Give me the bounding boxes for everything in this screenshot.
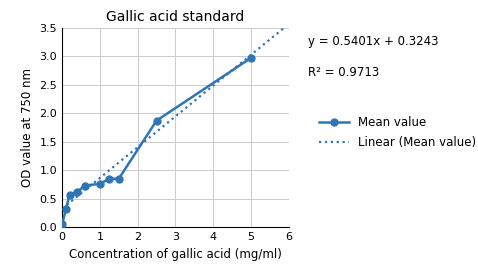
Title: Gallic acid standard: Gallic acid standard — [107, 10, 245, 24]
X-axis label: Concentration of gallic acid (mg/ml): Concentration of gallic acid (mg/ml) — [69, 248, 282, 261]
Text: y = 0.5401x + 0.3243: y = 0.5401x + 0.3243 — [308, 35, 439, 48]
Text: R² = 0.9713: R² = 0.9713 — [308, 66, 380, 78]
Legend: Mean value, Linear (Mean value): Mean value, Linear (Mean value) — [315, 111, 478, 154]
Y-axis label: OD value at 750 nm: OD value at 750 nm — [21, 68, 34, 187]
